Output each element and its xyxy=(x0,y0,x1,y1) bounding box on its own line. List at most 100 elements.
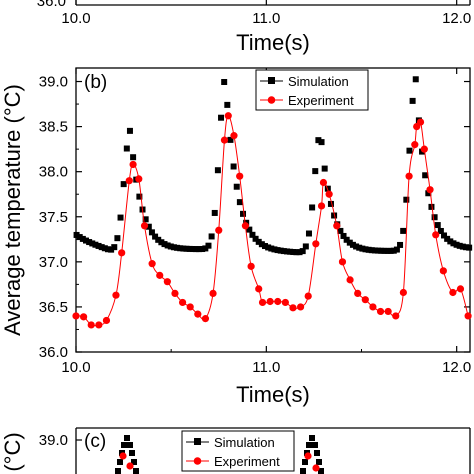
experiment-marker xyxy=(224,112,232,120)
simulation-marker xyxy=(283,248,290,255)
simulation-marker xyxy=(76,234,83,241)
simulation-marker xyxy=(280,248,287,255)
panel-c-experiment-series xyxy=(119,452,320,472)
panel-c-simulation-marker xyxy=(316,459,322,465)
simulation-marker xyxy=(167,243,174,250)
panel-c-simulation-marker xyxy=(306,442,312,448)
simulation-marker xyxy=(315,137,322,144)
simulation-marker xyxy=(236,199,243,206)
simulation-marker xyxy=(92,241,99,248)
simulation-marker xyxy=(393,246,400,253)
simulation-marker xyxy=(230,163,237,170)
simulation-marker xyxy=(164,242,171,249)
simulation-marker xyxy=(343,236,350,243)
panel-c-legend: Simulation Experiment xyxy=(181,430,295,472)
simulation-marker xyxy=(459,243,466,250)
panel-b-y-tick-label: 36.0 xyxy=(39,344,68,361)
simulation-marker xyxy=(312,168,319,175)
legend-experiment-label: Experiment xyxy=(288,93,354,108)
experiment-marker xyxy=(95,321,103,329)
panel-c-simulation-marker xyxy=(314,450,320,456)
panel-b-y-axis-title: Average temperature (°C) xyxy=(0,84,25,336)
simulation-marker xyxy=(262,243,269,250)
experiment-marker xyxy=(317,202,326,210)
simulation-marker xyxy=(400,227,407,234)
simulation-marker xyxy=(221,79,228,86)
experiment-marker xyxy=(140,222,149,230)
simulation-marker xyxy=(224,101,231,108)
simulation-marker xyxy=(321,165,328,172)
simulation-marker xyxy=(205,242,212,249)
simulation-marker xyxy=(299,248,306,255)
experiment-marker xyxy=(338,258,347,266)
simulation-marker xyxy=(174,244,181,251)
panel-c-legend-simulation-label: Simulation xyxy=(214,435,275,450)
experiment-marker xyxy=(215,226,223,234)
simulation-marker xyxy=(434,222,441,229)
simulation-marker xyxy=(199,246,206,253)
simulation-marker xyxy=(268,245,275,252)
simulation-marker xyxy=(368,247,375,254)
experiment-marker xyxy=(439,267,447,275)
panel-b-x-tick-label: 10.0 xyxy=(61,359,90,376)
simulation-marker xyxy=(437,227,444,234)
simulation-marker xyxy=(73,231,80,238)
simulation-marker xyxy=(98,244,105,251)
simulation-marker xyxy=(397,241,404,248)
simulation-marker xyxy=(202,245,209,252)
panel-b-label: (b) xyxy=(84,72,107,93)
simulation-marker xyxy=(305,230,312,237)
panel-b-y-tick-label: 39.0 xyxy=(39,74,68,91)
simulation-marker xyxy=(450,240,457,247)
simulation-marker xyxy=(114,235,121,242)
experiment-marker xyxy=(255,285,263,293)
simulation-marker xyxy=(277,247,284,254)
panel-b-y-tick-label: 37.0 xyxy=(39,254,68,271)
simulation-marker xyxy=(218,114,225,121)
simulation-marker xyxy=(447,238,454,245)
simulation-marker xyxy=(227,136,234,143)
experiment-marker xyxy=(420,145,428,153)
simulation-marker xyxy=(152,233,159,240)
panel-a: 36.010.0 11.0 12.0 Time(s) xyxy=(37,0,471,55)
simulation-marker xyxy=(214,167,221,174)
panel-b-y-tick-label: 38.5 xyxy=(39,119,68,136)
experiment-marker xyxy=(129,160,137,169)
simulation-marker xyxy=(309,204,316,211)
simulation-marker xyxy=(428,203,435,210)
panel-b: 36.0 36.5 37.0 37.5 38.0 38.5 39.0 10.0 11.0 12.0… xyxy=(0,67,473,407)
panel-a-x-axis-title: Time(s) xyxy=(236,30,310,55)
simulation-marker xyxy=(196,246,203,253)
simulation-marker xyxy=(180,245,187,252)
experiment-marker xyxy=(125,177,133,185)
simulation-marker xyxy=(82,237,89,244)
simulation-marker xyxy=(365,246,372,253)
simulation-marker xyxy=(463,244,470,251)
experiment-marker xyxy=(449,288,457,297)
simulation-marker xyxy=(233,183,240,190)
experiment-marker xyxy=(135,175,143,183)
simulation-marker xyxy=(142,216,149,223)
panel-b-legend-box xyxy=(255,69,369,111)
simulation-marker xyxy=(274,247,281,254)
simulation-marker xyxy=(255,238,262,245)
experiment-marker xyxy=(230,132,238,140)
experiment-marker xyxy=(432,231,440,239)
experiment-marker xyxy=(456,285,465,293)
experiment-marker xyxy=(163,278,171,286)
experiment-marker xyxy=(361,296,369,304)
simulation-marker xyxy=(340,232,347,239)
simulation-marker xyxy=(249,231,256,238)
panel-b-x-axis-title: Time(s) xyxy=(236,382,310,407)
simulation-marker xyxy=(453,241,460,248)
experiment-marker xyxy=(112,291,120,299)
simulation-marker xyxy=(89,240,96,247)
panel-c-legend-experiment-marker xyxy=(193,457,202,465)
experiment-marker xyxy=(392,312,400,320)
simulation-marker xyxy=(318,139,325,146)
experiment-marker xyxy=(376,307,385,316)
experiment-marker xyxy=(266,297,274,306)
simulation-marker xyxy=(378,247,385,254)
panel-b-frame: 36.0 36.5 37.0 37.5 38.0 38.5 39.0 10.0 11.0 12.0… xyxy=(0,67,471,407)
